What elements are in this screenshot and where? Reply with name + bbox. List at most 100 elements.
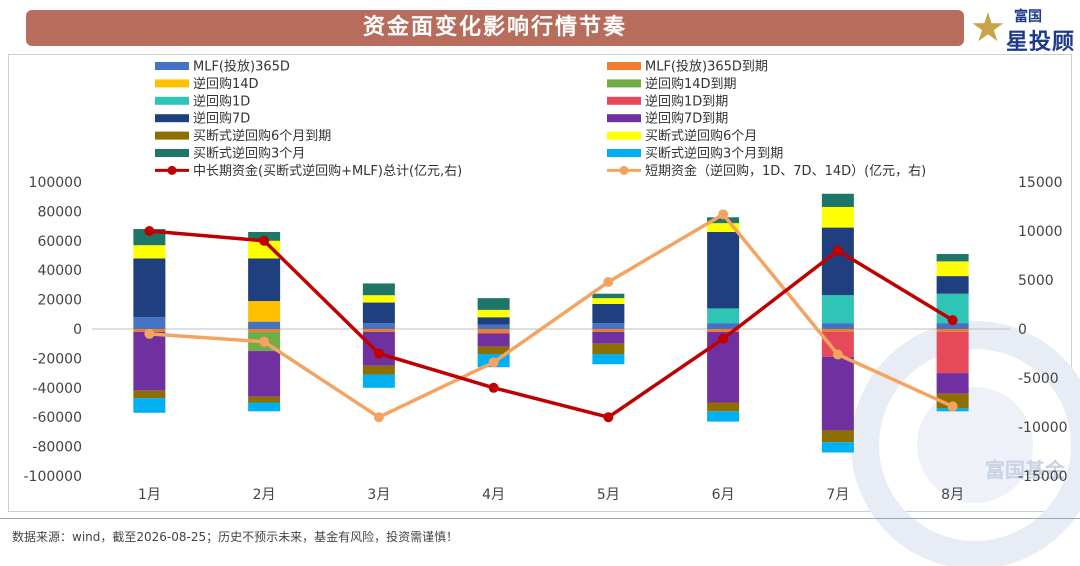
bar-segment (362, 302, 395, 324)
y-left-tick-label: -80000 (32, 440, 82, 456)
chart-frame (8, 54, 1072, 512)
y-left-tick-label: 60000 (37, 234, 82, 250)
bar-segment (592, 329, 625, 332)
footer-divider (0, 518, 1080, 519)
bar-segment (133, 245, 166, 259)
legend-label: 逆回购7D到期 (645, 111, 728, 127)
axes: 100000800006000040000200000-20000-40000-… (24, 175, 1068, 503)
bar-segment (821, 356, 854, 431)
bar-segment (477, 333, 510, 347)
legend-marker (619, 165, 629, 175)
y-left-tick-label: -100000 (24, 469, 83, 485)
bar-segment (592, 353, 625, 365)
bar-segment (133, 317, 166, 329)
lines (144, 209, 958, 423)
line-point (603, 412, 614, 423)
bar-segment (821, 193, 854, 207)
bar-segment (707, 329, 740, 332)
bar-segment (936, 276, 969, 294)
legend-label: 逆回购7D (193, 111, 250, 127)
x-tick-label: 8月 (941, 487, 964, 503)
bar-segment (936, 261, 969, 277)
watermark-core (917, 387, 1033, 503)
y-left-tick-label: 80000 (37, 204, 82, 220)
bar-segment (821, 323, 854, 329)
bar-segment (707, 323, 740, 329)
y-right-tick-label: 5000 (1018, 273, 1054, 289)
bar-segment (477, 329, 510, 334)
legend-label: MLF(投放)365D到期 (645, 59, 768, 75)
legend-swatch (607, 131, 641, 140)
line-point (832, 349, 843, 360)
bar-segment (362, 323, 395, 329)
watermark-text: 富国基金 (985, 458, 1066, 482)
line-point (832, 245, 843, 256)
legend-label: 中长期资金(买断式逆回购+MLF)总计(亿元,右) (193, 163, 462, 179)
line-point (488, 382, 499, 393)
bar-segment (936, 329, 969, 332)
bar-segment (936, 331, 969, 374)
bar-segment (592, 331, 625, 344)
bar-segment (477, 324, 510, 329)
bar-segment (362, 329, 395, 332)
y-left-tick-label: -60000 (32, 410, 82, 426)
bars (133, 193, 969, 453)
logo-top-text: 富国 (1014, 9, 1042, 25)
line-point (259, 336, 270, 347)
y-left-tick-label: 0 (73, 322, 82, 338)
bar-segment (477, 317, 510, 325)
bar-segment (707, 308, 740, 324)
y-left-tick-label: 100000 (29, 175, 82, 191)
bar-segment (248, 321, 281, 329)
bar-segment (477, 298, 510, 310)
x-tick-label: 5月 (597, 487, 620, 503)
y-left-tick-label: -20000 (32, 351, 82, 367)
bar-segment (936, 254, 969, 262)
x-tick-label: 2月 (253, 487, 276, 503)
y-right-tick-label: -5000 (1018, 371, 1059, 387)
bar-segment (362, 374, 395, 388)
bar-segment (821, 442, 854, 453)
legend-label: 买断式逆回购6个月 (645, 128, 757, 144)
legend-label: 逆回购14D (193, 76, 259, 92)
bar-segment (821, 430, 854, 443)
bar-segment (936, 373, 969, 394)
y-right-tick-label: 10000 (1018, 224, 1063, 240)
line-point (718, 209, 729, 220)
bar-segment (707, 411, 740, 422)
line-point (144, 328, 155, 339)
legend-marker (167, 165, 177, 175)
bar-segment (592, 298, 625, 305)
bar-segment (592, 343, 625, 354)
bar-segment (821, 329, 854, 332)
bar-segment (133, 390, 166, 399)
bar-segment (707, 223, 740, 232)
watermark-ring (851, 321, 1080, 566)
y-right-tick-label: -10000 (1018, 420, 1068, 436)
x-tick-label: 1月 (138, 487, 161, 503)
x-tick-label: 4月 (482, 487, 505, 503)
bar-segment (477, 346, 510, 354)
y-left-tick-label: 20000 (37, 293, 82, 309)
bar-segment (248, 258, 281, 302)
line-point (718, 333, 729, 344)
source-note: 数据来源：wind，截至2026-08-25；历史不预示未来，基金有风险，投资需… (12, 530, 459, 544)
bar-segment (592, 293, 625, 299)
logo-main-text: 星投顾 (1006, 30, 1076, 55)
bar-segment (362, 365, 395, 375)
legend-swatch (607, 96, 641, 105)
legend-swatch (155, 62, 189, 70)
legend-label: MLF(投放)365D (193, 59, 290, 75)
bar-segment (821, 206, 854, 228)
legend-swatch (155, 131, 189, 140)
legend-label: 买断式逆回购3个月到期 (645, 146, 783, 162)
legend-swatch (155, 149, 189, 157)
legend-swatch (607, 79, 641, 88)
legend-swatch (607, 114, 641, 123)
line-point (947, 401, 958, 412)
legend-label: 逆回购14D到期 (645, 76, 737, 92)
bar-segment (592, 304, 625, 324)
x-tick-label: 6月 (712, 487, 735, 503)
x-tick-label: 3月 (367, 487, 390, 503)
